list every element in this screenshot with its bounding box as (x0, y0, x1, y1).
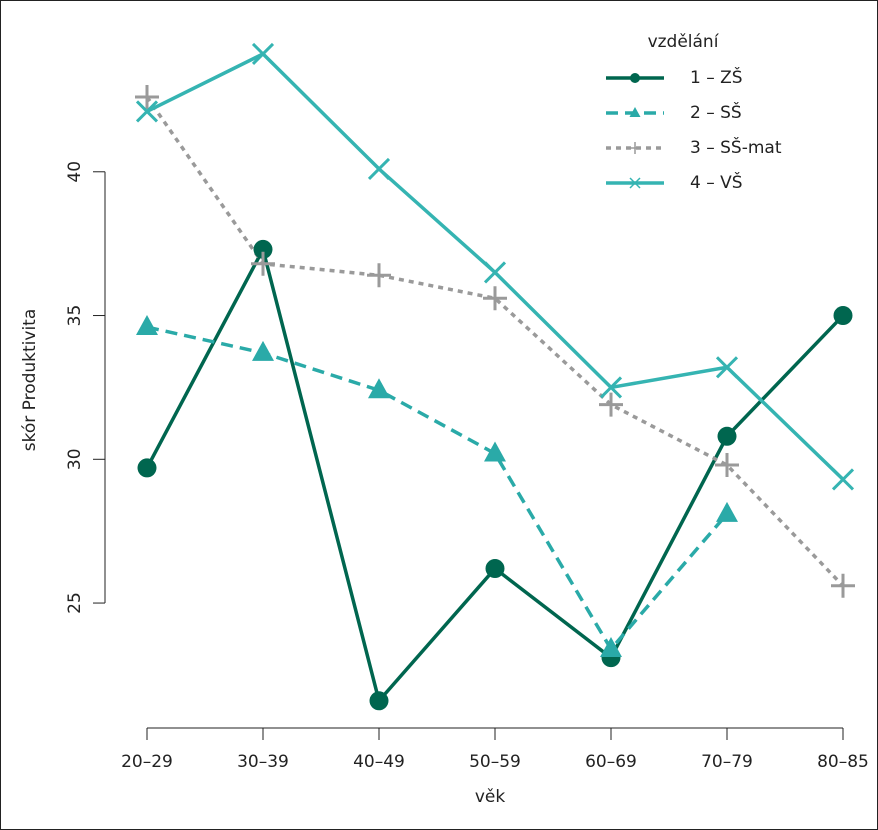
marker (600, 637, 622, 658)
marker (135, 85, 159, 110)
legend-marker (629, 107, 641, 117)
marker (367, 157, 391, 180)
marker (715, 356, 739, 379)
marker (483, 286, 507, 311)
x-tick-label: 60–69 (585, 752, 637, 772)
marker (833, 306, 853, 326)
x-tick-label: 80–85 (817, 752, 869, 772)
marker (251, 42, 275, 65)
marker (252, 340, 274, 361)
marker (716, 501, 738, 522)
series-line (146, 325, 729, 653)
x-tick-label: 20–29 (121, 752, 173, 772)
y-tick-label: 25 (65, 592, 85, 614)
marker (251, 251, 275, 276)
marker (135, 100, 159, 123)
marker (367, 263, 391, 288)
marker (137, 458, 157, 478)
legend-label: 1 – ZŠ (690, 66, 743, 88)
legend-marker (629, 177, 641, 189)
x-tick-label: 50–59 (469, 752, 521, 772)
marker (483, 261, 507, 284)
x-tick-label: 40–49 (353, 752, 405, 772)
y-axis-title: skór Produktivita (20, 309, 40, 452)
marker (717, 426, 737, 446)
legend-label: 3 – SŠ-mat (690, 136, 782, 158)
marker (485, 559, 505, 579)
marker (715, 453, 739, 478)
y-tick-label: 30 (65, 448, 85, 470)
legend-marker (629, 142, 641, 154)
legend-label: 4 – VŠ (690, 171, 743, 193)
marker (369, 691, 389, 711)
marker (484, 441, 506, 462)
legend-title: vzdělání (648, 32, 720, 52)
y-tick-label: 40 (65, 161, 85, 183)
marker (831, 468, 855, 491)
x-tick-label: 70–79 (701, 752, 753, 772)
x-axis-title: věk (475, 787, 506, 807)
x-tick-label: 30–39 (237, 752, 289, 772)
marker (831, 573, 855, 598)
legend-marker (630, 73, 640, 83)
marker (599, 392, 623, 417)
marker (599, 376, 623, 399)
marker (253, 239, 273, 259)
marker (136, 315, 158, 336)
y-tick-label: 35 (65, 305, 85, 327)
marker (368, 378, 390, 399)
legend-label: 2 – SŠ (690, 101, 742, 123)
